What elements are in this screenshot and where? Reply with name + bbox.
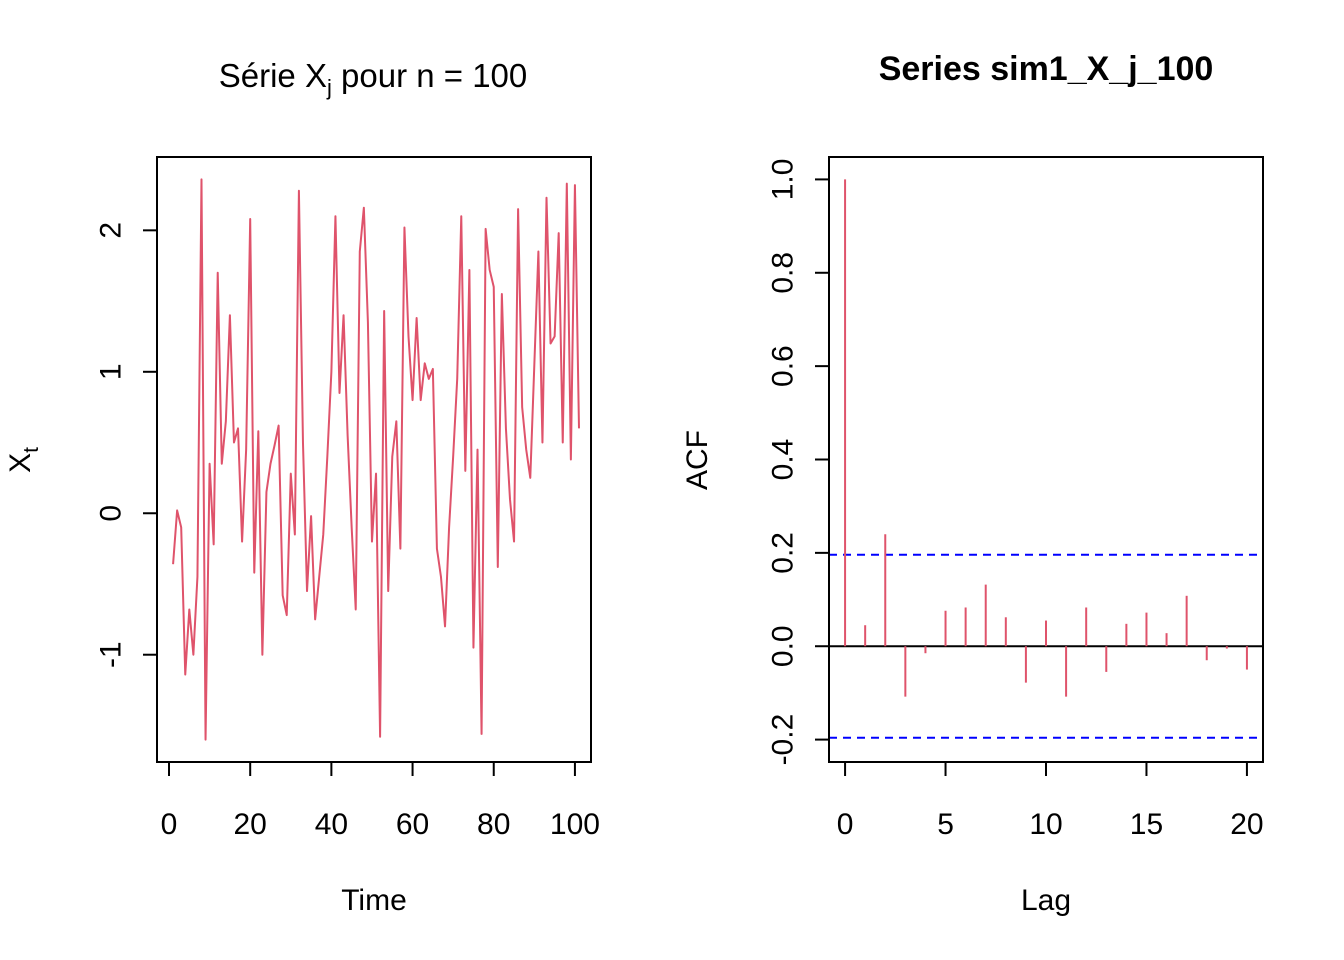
acf-y-tick-label: 0.0	[767, 625, 800, 667]
acf-y-axis: -0.2 0.0 0.2 0.4 0.6 0.8 1.0	[767, 159, 830, 766]
time-series-x-tick-label: 40	[315, 808, 348, 841]
acf-x-tick-label: 15	[1130, 808, 1163, 841]
acf-y-tick-label: 0.4	[767, 439, 800, 481]
time-series-line-group	[172, 178, 580, 741]
time-series-x-tick-label: 20	[234, 808, 267, 841]
acf-bars-group	[829, 179, 1263, 739]
acf-x-tick-label: 20	[1230, 808, 1263, 841]
acf-x-tick-label: 10	[1029, 808, 1062, 841]
time-series-y-tick-label: 0	[95, 505, 128, 522]
time-series-line	[172, 178, 580, 741]
acf-panel: Series sim1_X_j_100 0 5 10 15 20 -0.2 0.0 0.2 0…	[681, 50, 1264, 917]
time-series-panel: Série Xj pour n = 100 0 20 40 60 80 100 -1 0 1 2…	[4, 57, 600, 917]
time-series-y-tick-label: -1	[95, 641, 128, 668]
time-series-x-tick-label: 60	[396, 808, 429, 841]
time-series-x-tick-label: 80	[477, 808, 510, 841]
acf-y-tick-label: 0.2	[767, 532, 800, 574]
time-series-y-tick-label: 1	[95, 363, 128, 380]
time-series-title: Série Xj pour n = 100	[219, 57, 528, 100]
acf-x-tick-label: 0	[837, 808, 854, 841]
acf-plot-box	[828, 156, 1264, 763]
time-series-x-label: Time	[341, 884, 407, 917]
time-series-y-axis: -1 0 1 2	[95, 222, 158, 668]
acf-y-label: ACF	[681, 430, 714, 490]
acf-title: Series sim1_X_j_100	[879, 50, 1214, 88]
time-series-y-label: Xt	[4, 447, 43, 473]
time-series-x-axis: 0 20 40 60 80 100	[161, 761, 600, 841]
acf-x-label: Lag	[1021, 884, 1071, 917]
time-series-y-tick-label: 2	[95, 222, 128, 239]
acf-y-tick-label: 0.6	[767, 345, 800, 387]
acf-x-axis: 0 5 10 15 20	[837, 761, 1264, 841]
acf-y-tick-label: 0.8	[767, 252, 800, 294]
time-series-x-tick-label: 100	[550, 808, 600, 841]
time-series-x-tick-label: 0	[161, 808, 178, 841]
acf-y-tick-label: -0.2	[767, 714, 800, 766]
acf-y-tick-label: 1.0	[767, 159, 800, 201]
acf-x-tick-label: 5	[937, 808, 954, 841]
